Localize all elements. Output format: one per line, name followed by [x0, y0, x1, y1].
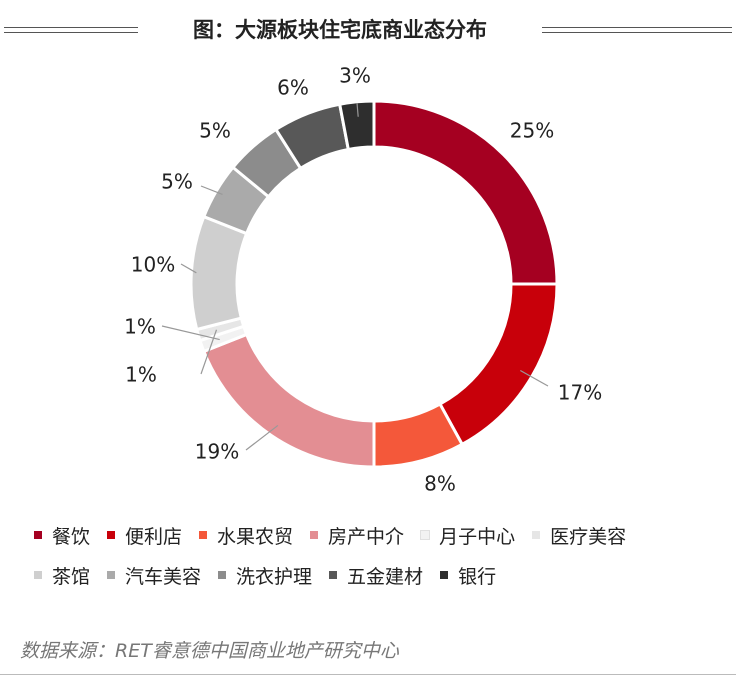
- data-labels: 25% 17% 8% 19% 1% 1% 10% 5% 5% 6% 3%: [124, 64, 602, 496]
- bottom-rule: [0, 674, 736, 675]
- chart-legend: 餐饮 便利店 水果农贸 房产中介 月子中心 医疗美容 茶馆 汽车美容 洗衣护理 五金建材 银行: [34, 521, 734, 601]
- chart-title-row: 图：大源板块住宅底商业态分布: [0, 16, 736, 56]
- donut-slice-茶馆: [189, 214, 249, 332]
- title-rule-right: [542, 27, 732, 33]
- source-note: 数据来源：RET睿意德中国商业地产研究中心: [20, 640, 399, 662]
- legend-item: 餐饮: [34, 522, 90, 549]
- legend-swatch: [218, 571, 227, 579]
- legend-item: 银行: [440, 562, 496, 589]
- legend-label: 水果农贸: [217, 525, 294, 548]
- data-label: 1%: [125, 363, 157, 387]
- legend-item: 医疗美容: [532, 522, 626, 549]
- chart-title: 图：大源板块住宅底商业态分布: [193, 18, 487, 42]
- legend-label: 银行: [458, 565, 497, 588]
- data-label: 19%: [195, 440, 239, 464]
- data-label: 25%: [510, 119, 554, 143]
- legend-label: 便利店: [125, 525, 183, 548]
- legend-swatch: [34, 571, 42, 579]
- leader-line: [200, 185, 223, 195]
- data-label: 10%: [131, 253, 175, 277]
- legend-row: 茶馆 汽车美容 洗衣护理 五金建材 银行: [34, 561, 734, 589]
- title-rule-left: [4, 27, 138, 33]
- legend-swatch: [329, 571, 338, 579]
- data-label: 17%: [558, 381, 602, 405]
- data-label: 5%: [199, 119, 231, 143]
- legend-row: 餐饮 便利店 水果农贸 房产中介 月子中心 医疗美容: [34, 521, 734, 549]
- legend-label: 医疗美容: [550, 525, 627, 548]
- donut-slice-便利店: [437, 282, 559, 447]
- legend-swatch: [440, 571, 449, 579]
- legend-swatch: [34, 531, 42, 539]
- legend-label: 餐饮: [52, 525, 91, 548]
- legend-swatch: [532, 531, 541, 539]
- legend-item: 洗衣护理: [218, 562, 312, 589]
- legend-item: 月子中心: [420, 522, 516, 549]
- label-leader-lines: [161, 102, 549, 451]
- data-label: 3%: [339, 64, 371, 88]
- legend-swatch: [107, 571, 116, 579]
- legend-item: 房产中介: [310, 522, 404, 549]
- legend-swatch: [107, 531, 116, 539]
- data-label: 6%: [277, 76, 309, 100]
- legend-item: 汽车美容: [107, 562, 201, 589]
- leader-line: [356, 102, 359, 117]
- data-label: 8%: [424, 472, 456, 496]
- legend-label: 房产中介: [328, 525, 405, 548]
- legend-item: 水果农贸: [199, 522, 293, 549]
- legend-label: 汽车美容: [125, 565, 202, 588]
- legend-label: 五金建材: [347, 565, 424, 588]
- legend-item: 便利店: [107, 522, 182, 549]
- legend-label: 洗衣护理: [236, 565, 313, 588]
- data-label: 5%: [161, 170, 193, 194]
- legend-label: 月子中心: [439, 525, 516, 548]
- leader-line: [161, 325, 220, 341]
- leader-line: [520, 370, 549, 387]
- legend-label: 茶馆: [52, 565, 91, 588]
- donut-slices: [189, 99, 559, 469]
- legend-item: 五金建材: [329, 562, 423, 589]
- donut-slice-银行: [337, 99, 376, 152]
- legend-item: 茶馆: [34, 562, 90, 589]
- leader-line: [180, 263, 197, 274]
- data-label: 1%: [124, 315, 156, 339]
- legend-swatch: [420, 530, 431, 540]
- donut-chart: 25% 17% 8% 19% 1% 1% 10% 5% 5% 6% 3%: [124, 64, 602, 496]
- legend-swatch: [310, 531, 319, 539]
- legend-swatch: [199, 531, 208, 539]
- leader-line: [245, 424, 279, 451]
- leader-line: [200, 329, 218, 375]
